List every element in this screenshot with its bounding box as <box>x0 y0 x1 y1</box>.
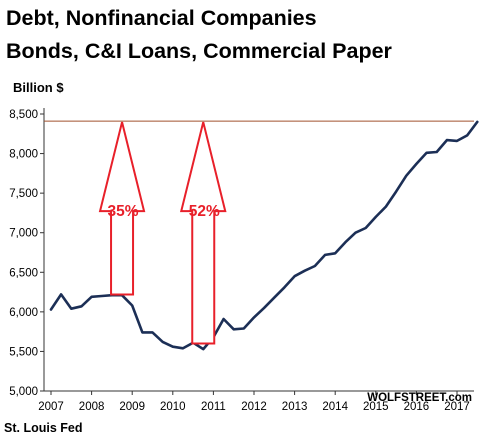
data-point <box>314 265 316 267</box>
data-point <box>354 231 357 234</box>
data-point <box>395 190 397 193</box>
data-point <box>456 140 458 142</box>
data-point <box>151 331 154 334</box>
data-point <box>273 296 276 299</box>
x-tick-label: 2014 <box>322 401 348 413</box>
x-tick-label: 2011 <box>201 401 226 413</box>
data-point <box>70 307 73 310</box>
data-point <box>446 139 448 141</box>
arrow-35-percent <box>98 121 146 296</box>
x-tick-label: 2015 <box>363 401 389 413</box>
data-point <box>202 348 205 350</box>
data-point <box>161 341 164 343</box>
x-tick-label: 2017 <box>444 401 470 413</box>
data-point <box>324 254 326 256</box>
data-point <box>60 293 62 296</box>
arrow-52-percent <box>179 121 227 345</box>
data-point <box>182 347 184 350</box>
y-tick-label: 7,000 <box>9 228 38 240</box>
data-point <box>334 252 337 255</box>
y-tick-label: 6,500 <box>9 267 38 279</box>
data-point <box>303 269 306 272</box>
y-axis-label: Billion $ <box>13 80 64 95</box>
y-tick-label: 8,500 <box>9 109 38 121</box>
data-point <box>263 307 265 309</box>
data-point <box>476 121 479 123</box>
y-tick-label: 5,500 <box>9 346 38 358</box>
x-tick-label: 2016 <box>404 401 430 413</box>
data-point <box>344 241 347 244</box>
arrow-label: 35% <box>108 203 139 220</box>
annotation-arrows: 35% 52% <box>98 121 227 345</box>
data-point <box>90 296 93 298</box>
data-point <box>80 305 83 308</box>
data-point <box>141 331 144 334</box>
x-tick-label: 2010 <box>160 401 186 413</box>
source-label: St. Louis Fed <box>4 421 83 435</box>
y-tick-label: 7,500 <box>9 188 38 200</box>
arrow-label: 52% <box>189 203 220 220</box>
data-point <box>222 318 225 320</box>
data-point <box>283 286 286 289</box>
x-tick-label: 2007 <box>38 401 64 413</box>
chart-title-line2: Bonds, C&I Loans, Commercial Paper <box>6 39 392 63</box>
data-point <box>425 151 428 154</box>
x-tick-label: 2013 <box>282 401 308 413</box>
y-axis: 5,000 5,500 6,000 6,500 7,000 7,500 8,000 8,500 <box>9 108 45 398</box>
x-tick-label: 2012 <box>241 401 267 413</box>
data-point <box>415 163 418 165</box>
data-point <box>100 295 103 297</box>
data-point <box>435 151 438 153</box>
x-axis: 2007 2008 2009 2010 2011 2012 2013 2014 2015 2016… <box>38 390 474 413</box>
x-tick-label: 2008 <box>79 401 105 413</box>
data-point <box>172 345 174 348</box>
data-point <box>385 205 387 208</box>
data-point <box>131 304 133 307</box>
y-tick-label: 8,000 <box>9 149 38 161</box>
data-point <box>375 216 377 218</box>
x-tick-label: 2009 <box>119 401 145 413</box>
data-point <box>293 275 296 278</box>
data-point <box>50 308 52 311</box>
data-point <box>364 227 367 229</box>
data-point <box>405 174 408 177</box>
data-point <box>243 327 245 330</box>
data-point <box>466 134 468 137</box>
y-tick-label: 6,000 <box>9 307 38 319</box>
brand-label: WOLFSTREET.com <box>367 392 472 404</box>
data-point <box>253 316 255 319</box>
chart-title-line1: Debt, Nonfinancial Companies <box>6 6 317 30</box>
data-point <box>232 328 235 331</box>
y-tick-label: 5,000 <box>9 386 38 398</box>
